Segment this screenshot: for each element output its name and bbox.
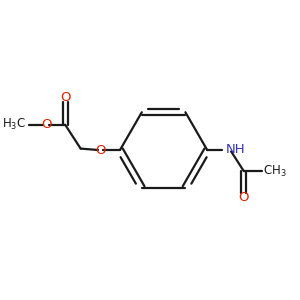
Text: O: O [238, 191, 249, 204]
Text: O: O [41, 118, 51, 131]
Text: O: O [60, 91, 70, 104]
Text: O: O [96, 143, 106, 157]
Text: NH: NH [226, 143, 246, 156]
Text: CH$_3$: CH$_3$ [263, 164, 287, 178]
Text: H$_3$C: H$_3$C [2, 117, 26, 132]
